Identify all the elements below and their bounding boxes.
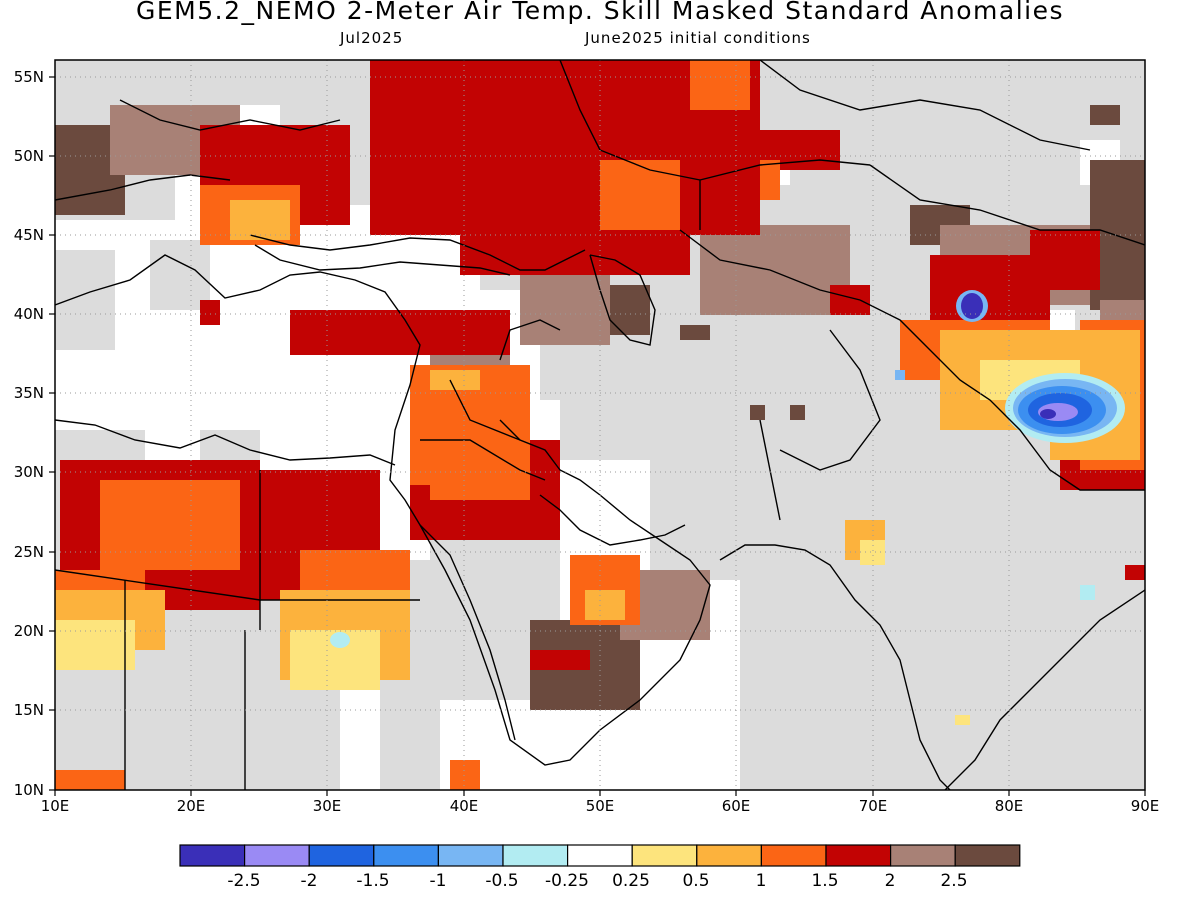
lon-label: 30E <box>313 797 342 815</box>
colorbar-label: -2 <box>301 871 318 891</box>
lat-label: 50N <box>14 147 44 165</box>
colorbar: -2.5 -2 -1.5 -1 -0.5 -0.25 0.25 0.5 1 1.… <box>179 844 1021 891</box>
colorbar-label: -1.5 <box>356 871 389 891</box>
colorbar-swatch <box>179 844 246 867</box>
colorbar-swatch <box>760 844 827 867</box>
lat-label: 40N <box>14 305 44 323</box>
lon-label: 10E <box>41 797 70 815</box>
colorbar-labels: -2.5 -2 -1.5 -1 -0.5 -0.25 0.25 0.5 1 1.… <box>227 871 967 891</box>
valid-month-label: Jul2025 <box>340 29 404 47</box>
lat-label: 10N <box>14 781 44 799</box>
lat-label: 25N <box>14 543 44 561</box>
lat-label: 20N <box>14 622 44 640</box>
colorbar-label: -2.5 <box>227 871 260 891</box>
colorbar-label: 0.25 <box>612 871 650 891</box>
lat-label: 35N <box>14 384 44 402</box>
colorbar-label: 1.5 <box>811 871 838 891</box>
colorbar-label: -0.25 <box>545 871 589 891</box>
colorbar-label: -0.5 <box>485 871 518 891</box>
lat-label: 30N <box>14 463 44 481</box>
colorbar-swatch <box>308 844 375 867</box>
lon-label: 80E <box>995 797 1024 815</box>
colorbar-label: 2 <box>885 871 896 891</box>
lon-label: 50E <box>586 797 615 815</box>
lon-label: 60E <box>722 797 751 815</box>
colorbar-swatches <box>179 844 1021 867</box>
colorbar-label: 2.5 <box>940 871 967 891</box>
lon-label: 20E <box>177 797 206 815</box>
lon-label: 40E <box>450 797 479 815</box>
colorbar-swatch <box>825 844 892 867</box>
axis-ticks <box>49 76 1146 796</box>
lat-label: 15N <box>14 701 44 719</box>
colorbar-label: 1 <box>756 871 767 891</box>
lon-label: 90E <box>1131 797 1160 815</box>
colorbar-label: -1 <box>430 871 447 891</box>
colorbar-swatch <box>373 844 439 867</box>
colorbar-swatch <box>954 844 1021 867</box>
colorbar-swatch <box>502 844 569 867</box>
longitude-labels: 10E 20E 30E 40E 50E 60E 70E 80E 90E <box>41 797 1160 815</box>
colorbar-swatch <box>437 844 504 867</box>
map-plot-area <box>55 60 1145 790</box>
colorbar-swatch <box>631 844 698 867</box>
lat-label: 45N <box>14 226 44 244</box>
graticule <box>55 60 1145 790</box>
lon-label: 70E <box>859 797 888 815</box>
colorbar-swatch <box>244 844 310 867</box>
coastlines <box>55 60 1145 790</box>
init-conditions-label: June2025 initial conditions <box>585 29 811 47</box>
map-title: GEM5.2_NEMO 2-Meter Air Temp. Skill Mask… <box>136 0 1064 25</box>
colorbar-swatch <box>696 844 762 867</box>
colorbar-swatch <box>566 844 633 867</box>
colorbar-swatch <box>889 844 956 867</box>
colorbar-label: 0.5 <box>682 871 709 891</box>
latitude-labels: 55N 50N 45N 40N 35N 30N 25N 20N 15N 10N <box>14 68 44 799</box>
lat-label: 55N <box>14 68 44 86</box>
